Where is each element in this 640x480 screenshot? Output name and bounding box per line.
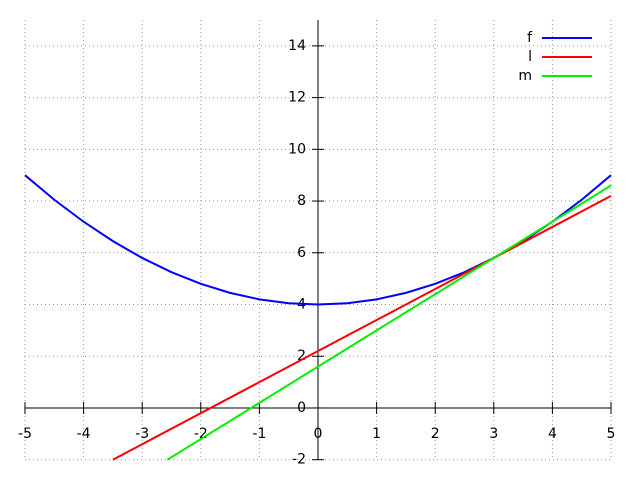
legend-label: m	[518, 68, 532, 84]
y-tick-label: 10	[288, 141, 306, 157]
x-tick-label: -5	[18, 426, 32, 442]
x-tick-label: -4	[77, 426, 91, 442]
y-tick-label: 14	[288, 38, 306, 54]
x-tick-label: 3	[489, 426, 498, 442]
y-tick-label: 0	[297, 400, 306, 416]
series-line	[166, 184, 612, 461]
x-tick-label: 4	[548, 426, 557, 442]
x-tick-label: 0	[314, 426, 323, 442]
x-tick-label: 2	[431, 426, 440, 442]
legend-label: f	[527, 30, 533, 46]
y-tick-label: 6	[297, 245, 306, 261]
x-tick-label: -1	[252, 426, 266, 442]
x-tick-label: 5	[607, 426, 616, 442]
x-tick-label: -3	[135, 426, 149, 442]
y-tick-label: 2	[297, 348, 306, 364]
y-tick-label: 12	[288, 90, 306, 106]
legend-label: l	[528, 49, 532, 65]
series-line	[112, 194, 612, 461]
y-tick-label: -2	[292, 452, 306, 468]
x-tick-label: 1	[372, 426, 381, 442]
y-tick-label: 8	[297, 193, 306, 209]
